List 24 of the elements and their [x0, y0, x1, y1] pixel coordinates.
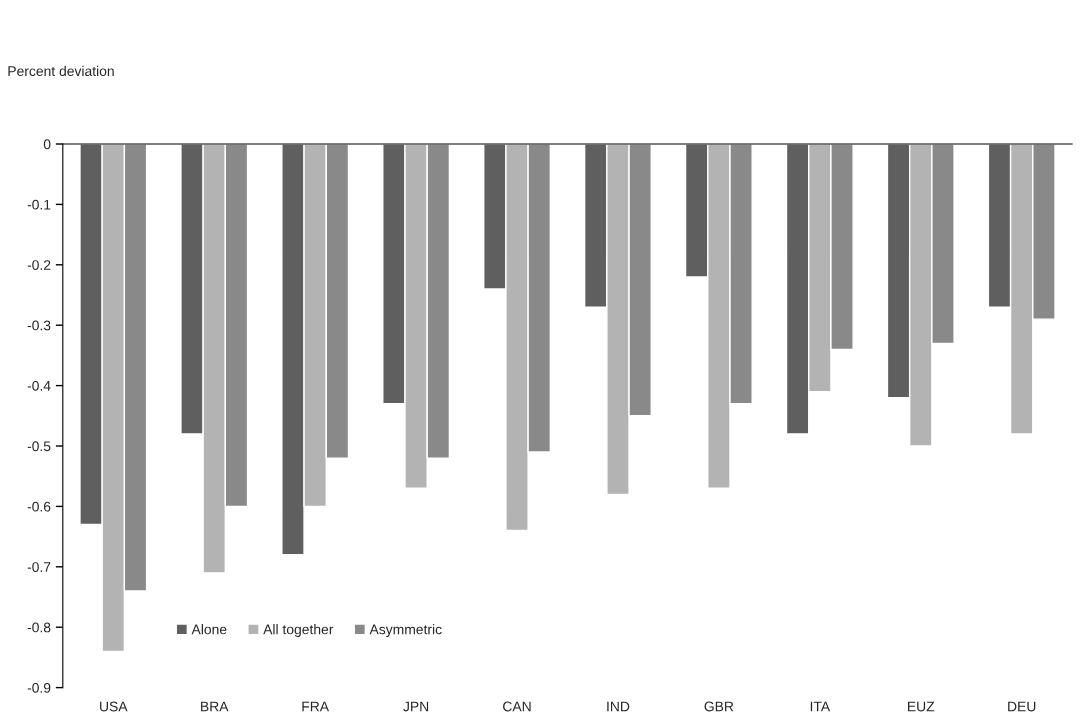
y-axis-title: Percent deviation: [8, 65, 114, 77]
y-tick-label: -0.8: [27, 622, 51, 633]
y-tick-label: -0.4: [27, 380, 51, 391]
x-tick-label: EUZ: [908, 701, 935, 712]
y-tick-label: -0.1: [27, 199, 51, 210]
y-tick-label: -0.2: [27, 260, 51, 270]
x-tick-label: DEU: [1008, 701, 1036, 712]
legend-label: Asymmetric: [369, 624, 442, 638]
y-tick-label: -0.6: [27, 501, 51, 512]
x-tick-label: CAN: [503, 701, 531, 712]
x-tick-label: FRA: [302, 701, 330, 712]
x-tick-label: USA: [100, 701, 128, 712]
x-tick-label: JPN: [403, 701, 429, 712]
legend-label: Alone: [191, 624, 227, 635]
x-tick-label: IND: [607, 701, 630, 712]
y-tick-label: -0.9: [27, 682, 51, 693]
x-tick-label: BRA: [201, 701, 229, 712]
legend-label: All together: [263, 624, 334, 638]
y-tick-label: -0.7: [27, 562, 51, 572]
y-tick-label: 0: [43, 139, 51, 150]
x-tick-label: GBR: [704, 701, 734, 712]
x-tick-label: ITA: [810, 701, 831, 712]
y-tick-label: -0.3: [27, 320, 51, 331]
y-tick-label: -0.5: [27, 441, 51, 452]
